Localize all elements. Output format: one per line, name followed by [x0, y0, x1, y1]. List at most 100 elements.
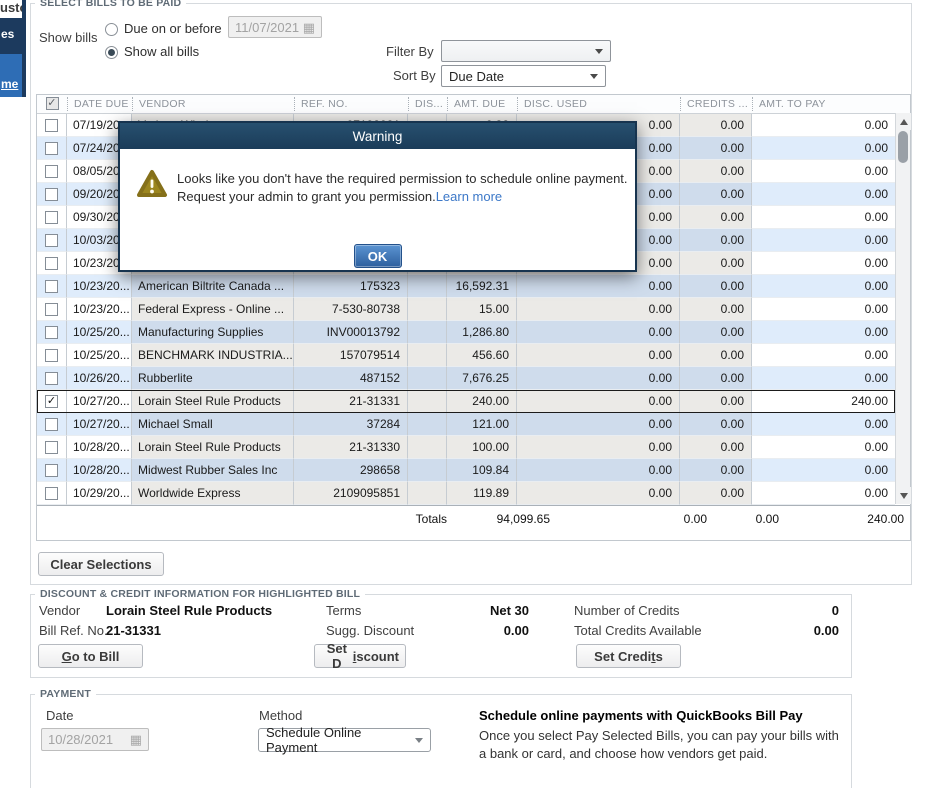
sidebar-fragment-customers[interactable]: usto — [0, 0, 22, 18]
cell-vendor: Manufacturing Supplies — [132, 321, 294, 344]
cell-amt-to-pay: 0.00 — [752, 206, 895, 229]
due-on-or-before-radio[interactable] — [105, 23, 118, 36]
totals-disc-used: 0.00 — [683, 512, 707, 526]
header-ref-no[interactable]: REF. NO. — [294, 97, 408, 111]
table-row[interactable]: 10/25/20... BENCHMARK INDUSTRIA... 1570795… — [37, 344, 895, 367]
cell-amt-to-pay: 0.00 — [752, 482, 895, 505]
totals-credits: 0.00 — [755, 512, 779, 526]
cell-credits: 0.00 — [680, 344, 752, 367]
row-checkbox[interactable] — [45, 302, 58, 316]
cell-amt-to-pay: 0.00 — [752, 321, 895, 344]
cell-credits: 0.00 — [680, 183, 752, 206]
table-row[interactable]: 10/23/20... American Biltrite Canada ... 1… — [37, 275, 895, 298]
row-checkbox[interactable] — [45, 325, 58, 339]
warning-dialog-titlebar[interactable]: Warning — [120, 123, 635, 149]
cell-amt-to-pay: 0.00 — [752, 436, 895, 459]
cell-disc-used: 0.00 — [517, 459, 680, 482]
scroll-down-button[interactable] — [896, 487, 911, 504]
row-checkbox[interactable] — [45, 348, 58, 362]
table-row[interactable]: 10/27/20... Michael Small 37284 121.00 0.00 0… — [37, 413, 895, 436]
cell-ref: INV00013792 — [294, 321, 408, 344]
row-checkbox[interactable] — [45, 486, 58, 500]
table-row[interactable]: 10/23/20... Federal Express - Online ... 7… — [37, 298, 895, 321]
sort-by-dropdown[interactable]: Due Date — [441, 65, 606, 87]
row-checkbox[interactable] — [45, 118, 58, 132]
row-checkbox[interactable] — [45, 463, 58, 477]
payment-method-dropdown[interactable]: Schedule Online Payment — [258, 725, 431, 755]
chevron-down-icon — [415, 737, 423, 743]
arrow-up-icon — [899, 118, 908, 125]
header-date-due[interactable]: DATE DUE — [67, 97, 132, 111]
header-disc-used[interactable]: DISC. USED — [517, 97, 680, 111]
clear-selections-button[interactable]: Clear Selections — [38, 552, 164, 576]
due-date-field[interactable]: 11/07/2021 ▦ — [228, 16, 322, 38]
table-row[interactable]: 10/25/20... Manufacturing Supplies INV0001… — [37, 321, 895, 344]
row-checkbox[interactable] — [45, 417, 58, 431]
header-amt-to-pay[interactable]: AMT. TO PAY — [752, 97, 910, 111]
sidebar-fragment-mid[interactable]: es — [0, 18, 22, 54]
cell-amt-to-pay: 0.00 — [752, 252, 895, 275]
table-scrollbar[interactable] — [895, 113, 911, 504]
cell-date: 09/20/20... — [67, 183, 132, 206]
cell-amt-due: 109.84 — [447, 459, 517, 482]
show-all-bills-radio[interactable] — [105, 46, 118, 59]
row-checkbox[interactable] — [45, 141, 58, 155]
cell-amt-due: 119.89 — [447, 482, 517, 505]
cell-disc-used: 0.00 — [517, 367, 680, 390]
cell-ref: 21-31330 — [294, 436, 408, 459]
row-checkbox[interactable] — [45, 371, 58, 385]
totals-row: Totals 94,099.65 0.00 0.00 240.00 — [37, 505, 910, 532]
scroll-up-button[interactable] — [896, 113, 911, 130]
table-row[interactable]: ✓ 10/27/20... Lorain Steel Rule Products 21… — [37, 390, 895, 413]
row-checkbox[interactable] — [45, 440, 58, 454]
cell-select — [37, 321, 67, 344]
row-checkbox[interactable] — [45, 164, 58, 178]
header-disc-date[interactable]: DIS... — [408, 97, 447, 111]
header-credits[interactable]: CREDITS ... — [680, 97, 752, 111]
cell-ref: 2109095851 — [294, 482, 408, 505]
cell-select — [37, 183, 67, 206]
row-checkbox[interactable] — [45, 187, 58, 201]
cell-disc-used: 0.00 — [517, 344, 680, 367]
cell-date: 10/25/20... — [67, 321, 132, 344]
row-checkbox[interactable] — [45, 233, 58, 247]
payment-date-field[interactable]: 10/28/2021 ▦ — [41, 728, 149, 751]
cell-dis — [408, 436, 447, 459]
sidebar-fragment-home[interactable]: me — [0, 54, 22, 97]
table-row[interactable]: 10/29/20... Worldwide Express 2109095851 11… — [37, 482, 895, 505]
cell-vendor: Lorain Steel Rule Products — [132, 390, 294, 413]
filter-by-dropdown[interactable] — [441, 40, 611, 62]
calendar-icon[interactable]: ▦ — [129, 732, 142, 747]
learn-more-link[interactable]: Learn more — [435, 189, 503, 204]
cell-amt-to-pay: 0.00 — [752, 413, 895, 436]
set-credits-button[interactable]: Set Credi t s — [576, 644, 681, 668]
table-row[interactable]: 10/26/20... Rubberlite 487152 7,676.25 0.00 0… — [37, 367, 895, 390]
row-checkbox[interactable]: ✓ — [45, 394, 58, 408]
cell-select — [37, 137, 67, 160]
scrollbar-thumb[interactable] — [898, 131, 908, 163]
header-amt-due[interactable]: AMT. DUE — [447, 97, 517, 111]
row-checkbox[interactable] — [45, 256, 58, 270]
row-checkbox[interactable] — [45, 210, 58, 224]
ok-button[interactable]: OK — [353, 244, 402, 268]
totals-amt-due: 94,099.65 — [496, 512, 550, 526]
due-on-or-before-label: Due on or before — [124, 21, 222, 36]
cell-date: 10/28/20... — [67, 459, 132, 482]
number-of-credits-label: Number of Credits — [574, 603, 680, 618]
sidebar-divider — [22, 0, 26, 97]
cell-amt-to-pay: 0.00 — [752, 160, 895, 183]
header-vendor[interactable]: VENDOR — [132, 97, 294, 111]
totals-amt-to-pay: 240.00 — [867, 512, 904, 526]
select-all-checkbox[interactable]: ✓ — [45, 97, 59, 110]
cell-disc-used: 0.00 — [517, 482, 680, 505]
calendar-icon[interactable]: ▦ — [302, 19, 315, 35]
table-row[interactable]: 10/28/20... Midwest Rubber Sales Inc 29865… — [37, 459, 895, 482]
cell-select — [37, 160, 67, 183]
cell-credits: 0.00 — [680, 275, 752, 298]
cell-disc-used: 0.00 — [517, 275, 680, 298]
row-checkbox[interactable] — [45, 279, 58, 293]
table-row[interactable]: 10/28/20... Lorain Steel Rule Products 21-… — [37, 436, 895, 459]
select-all-header[interactable]: ✓ — [37, 97, 67, 111]
